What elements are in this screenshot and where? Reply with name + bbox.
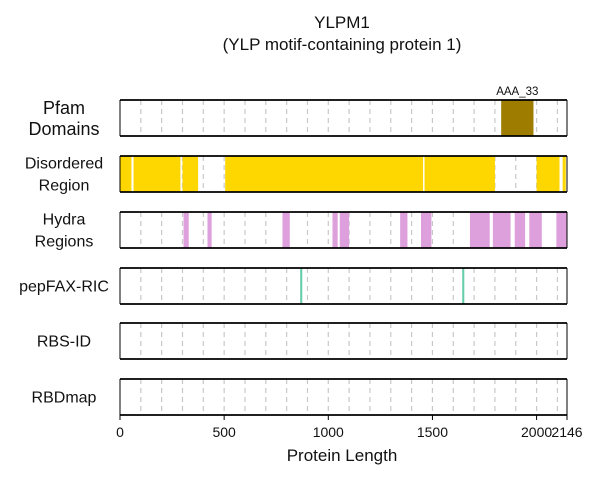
segment-1-5 — [536, 156, 560, 192]
track-label: Disordered Region — [25, 156, 103, 195]
track-2: Hydra Regions — [35, 211, 568, 251]
track-label-line: RBS-ID — [37, 334, 91, 351]
x-axis: 0 500 1000 1500 2000 2146 — [116, 415, 583, 440]
segment-3-0 — [300, 268, 303, 304]
segment-2-6 — [420, 212, 432, 248]
segment-label: AAA_33 — [496, 86, 538, 98]
x-tick-label: 2000 — [521, 424, 552, 440]
track-label-line: Hydra — [43, 212, 86, 229]
chart-title: YLPM1 — [314, 13, 370, 32]
segment-1-3 — [225, 156, 424, 192]
track-1: Disordered Region — [25, 155, 568, 195]
x-tick-label: 2146 — [551, 424, 582, 440]
segment-1-6 — [562, 156, 566, 192]
x-tick-label: 1500 — [417, 424, 448, 440]
track-4: RBS-ID — [37, 322, 568, 360]
x-tick-label: 1000 — [313, 424, 344, 440]
x-tick-label: 0 — [116, 424, 124, 440]
segment-1-0 — [120, 156, 132, 192]
track-label: Pfam Domains — [28, 98, 99, 139]
track-label-line: pepFAX-RIC — [19, 279, 109, 296]
segment-1-2 — [182, 156, 199, 192]
track-0: AAA_33 Pfam Domains — [28, 86, 568, 139]
segment-2-9 — [514, 212, 526, 248]
track-label-line: Disordered — [25, 156, 103, 173]
tracks-group: AAA_33 Pfam Domains Disordered Region Hydra Re… — [19, 86, 568, 416]
track-label: pepFAX-RIC — [19, 279, 109, 296]
segment-2-4 — [339, 212, 350, 248]
segment-1-1 — [133, 156, 181, 192]
track-label: RBDmap — [32, 390, 97, 407]
segment-0-0 — [501, 100, 534, 136]
track-label: RBS-ID — [37, 334, 91, 351]
x-axis-label: Protein Length — [287, 446, 398, 465]
segment-2-7 — [469, 212, 490, 248]
x-tick-label: 500 — [212, 424, 236, 440]
track-label-line: Regions — [35, 234, 94, 251]
track-label-line: RBDmap — [32, 390, 97, 407]
segment-2-11 — [556, 212, 567, 248]
segment-2-2 — [282, 212, 290, 248]
segment-1-4 — [424, 156, 495, 192]
segment-2-3 — [332, 212, 338, 248]
track-label-line: Region — [39, 178, 90, 195]
segment-2-10 — [529, 212, 542, 248]
segment-2-5 — [400, 212, 408, 248]
chart-subtitle: (YLP motif-containing protein 1) — [223, 35, 462, 54]
segment-2-0 — [183, 212, 189, 248]
track-label-line: Pfam — [43, 98, 85, 118]
track-3: pepFAX-RIC — [19, 267, 568, 305]
track-label: Hydra Regions — [35, 212, 94, 251]
segment-2-8 — [492, 212, 511, 248]
segment-3-1 — [462, 268, 465, 304]
segment-2-1 — [207, 212, 212, 248]
track-5: RBDmap — [32, 378, 568, 416]
track-label-line: Domains — [28, 119, 99, 139]
